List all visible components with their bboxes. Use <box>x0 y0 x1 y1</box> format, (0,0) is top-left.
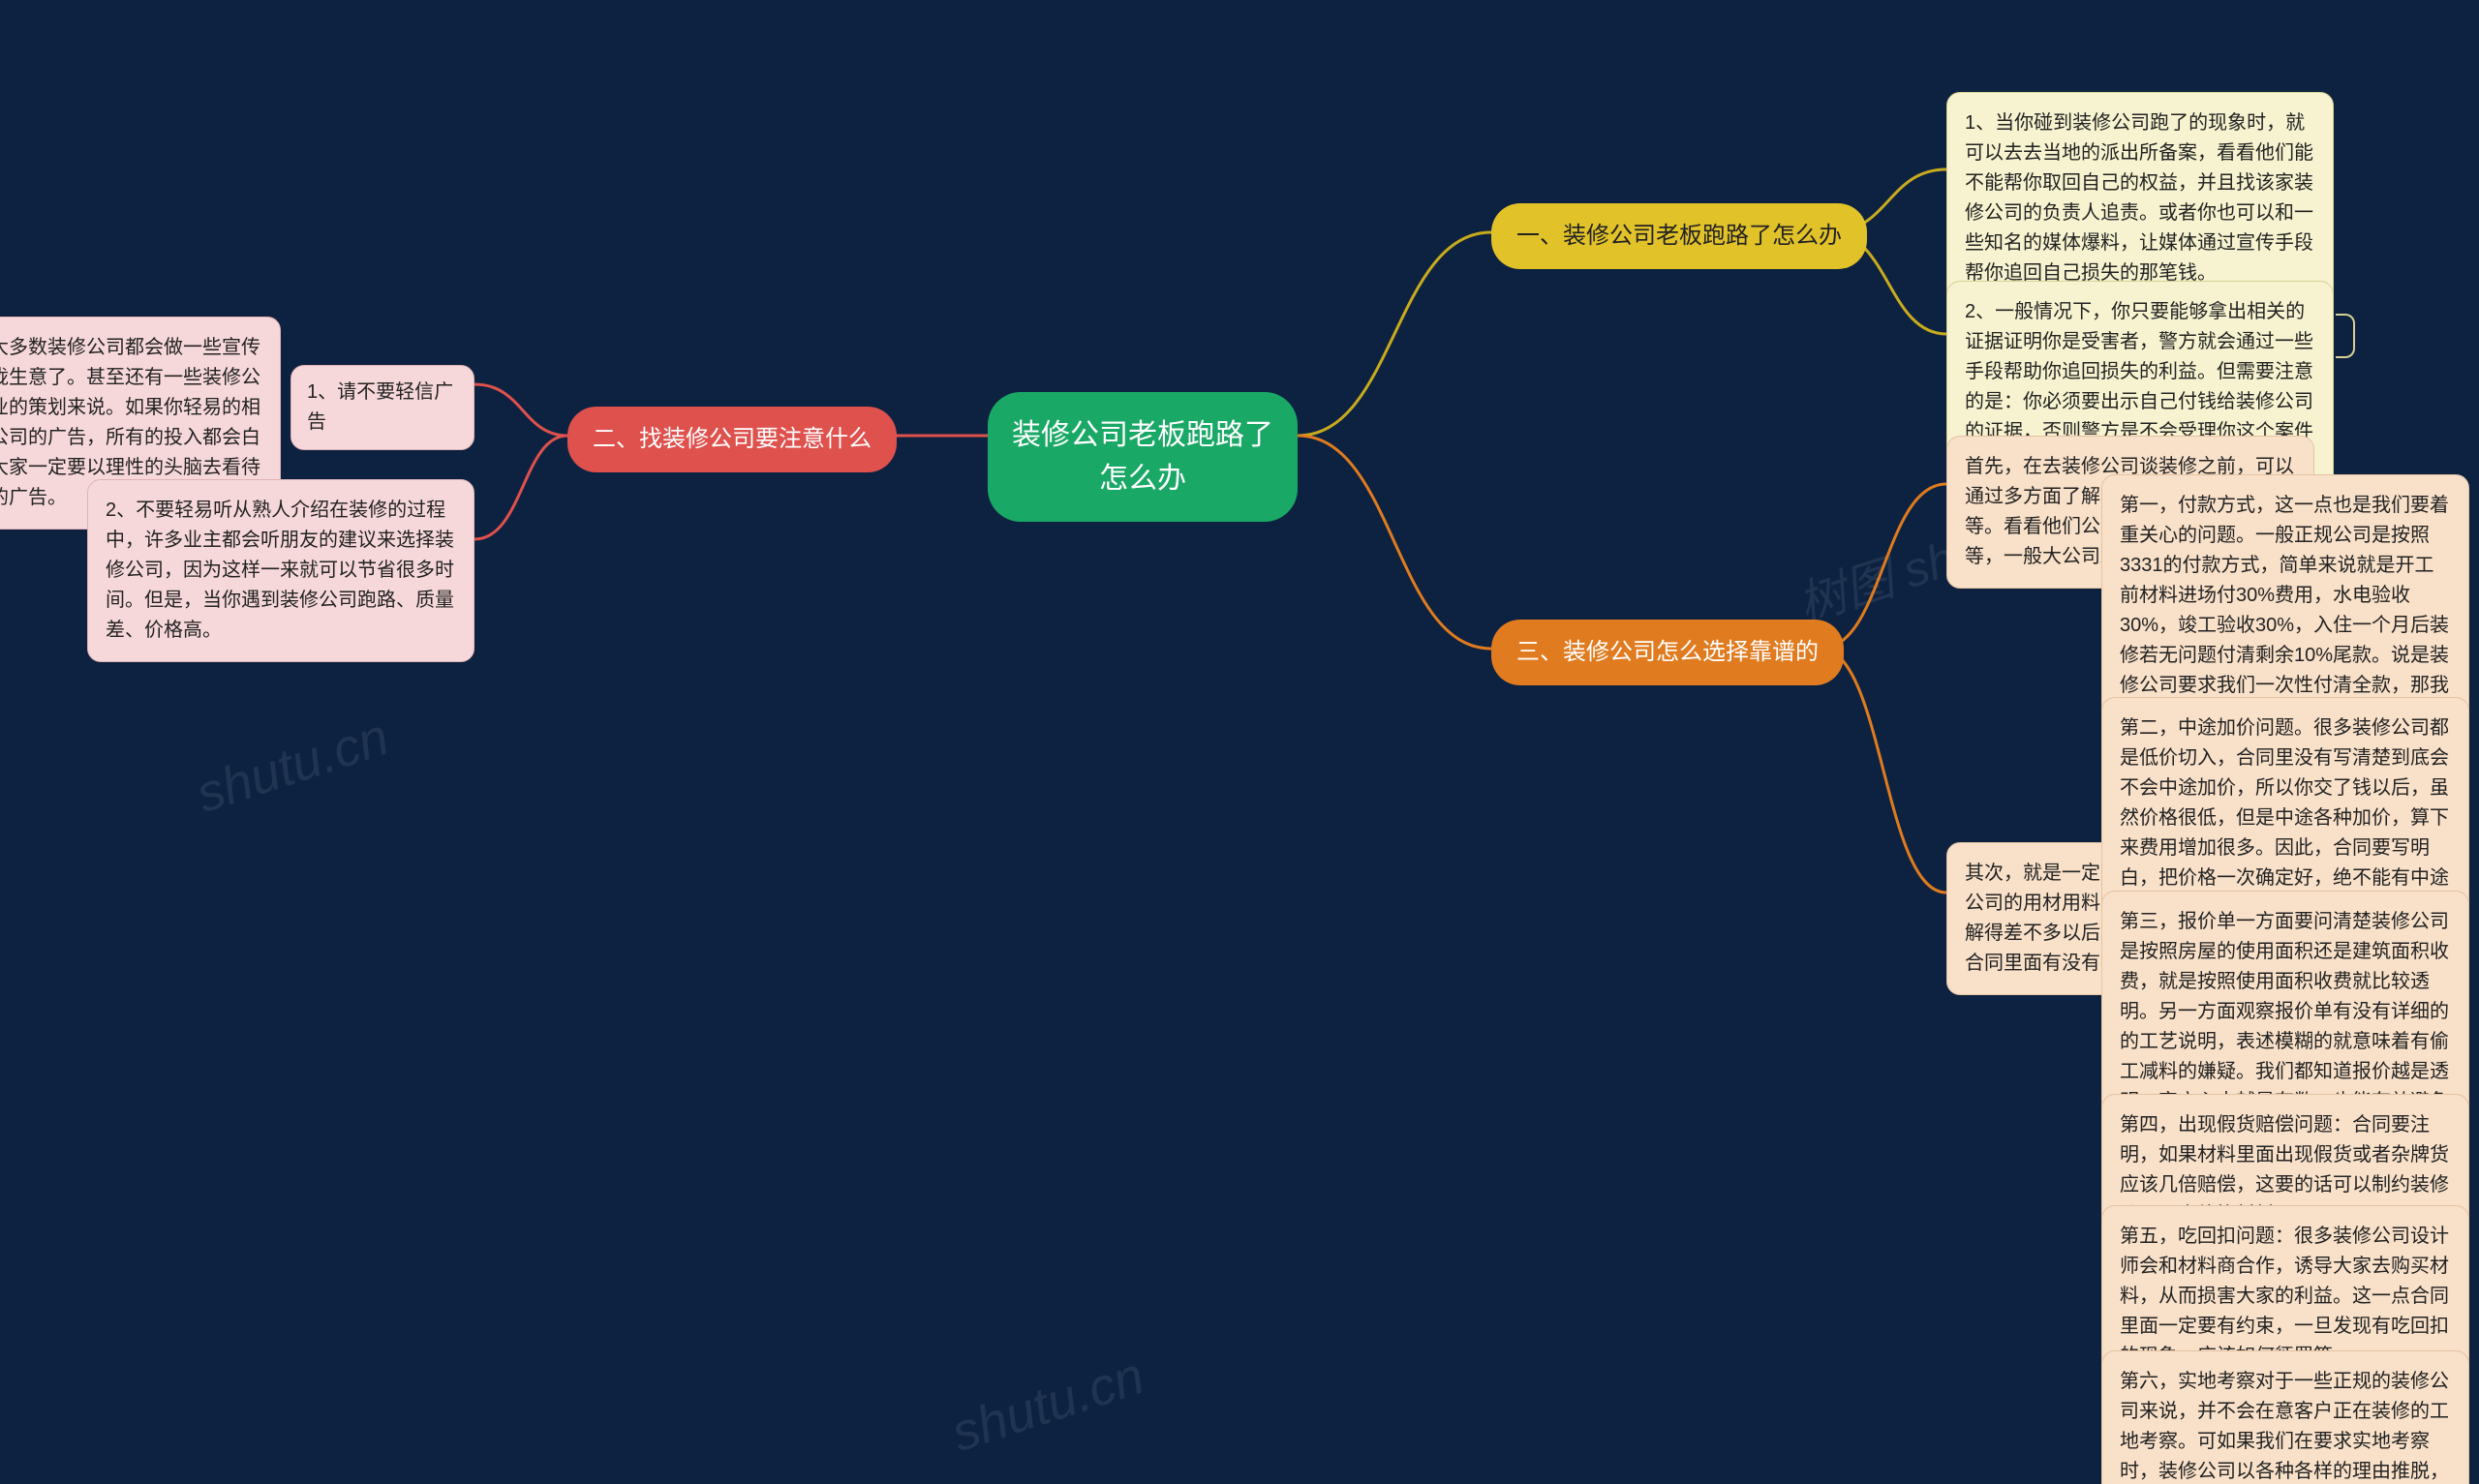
leaf-two-b: 2、不要轻易听从熟人介绍在装修的过程中，许多业主都会听朋友的建议来选择装修公司，… <box>87 479 474 662</box>
watermark: shutu.cn <box>189 707 395 825</box>
center-node: 装修公司老板跑路了怎么办 <box>988 392 1298 522</box>
branch-two: 二、找装修公司要注意什么 <box>567 407 897 472</box>
leaf-two-a-label: 1、请不要轻信广告 <box>291 365 474 450</box>
endcap <box>2336 314 2355 358</box>
leaf-three-b6: 第六，实地考察对于一些正规的装修公司来说，并不会在意客户正在装修的工地考察。可如… <box>2101 1350 2469 1484</box>
branch-one: 一、装修公司老板跑路了怎么办 <box>1491 203 1867 269</box>
branch-three: 三、装修公司怎么选择靠谱的 <box>1491 620 1844 685</box>
watermark: shutu.cn <box>944 1346 1150 1464</box>
leaf-one-a: 1、当你碰到装修公司跑了的现象时，就可以去去当地的派出所备案，看看他们能不能帮你… <box>1946 92 2334 305</box>
